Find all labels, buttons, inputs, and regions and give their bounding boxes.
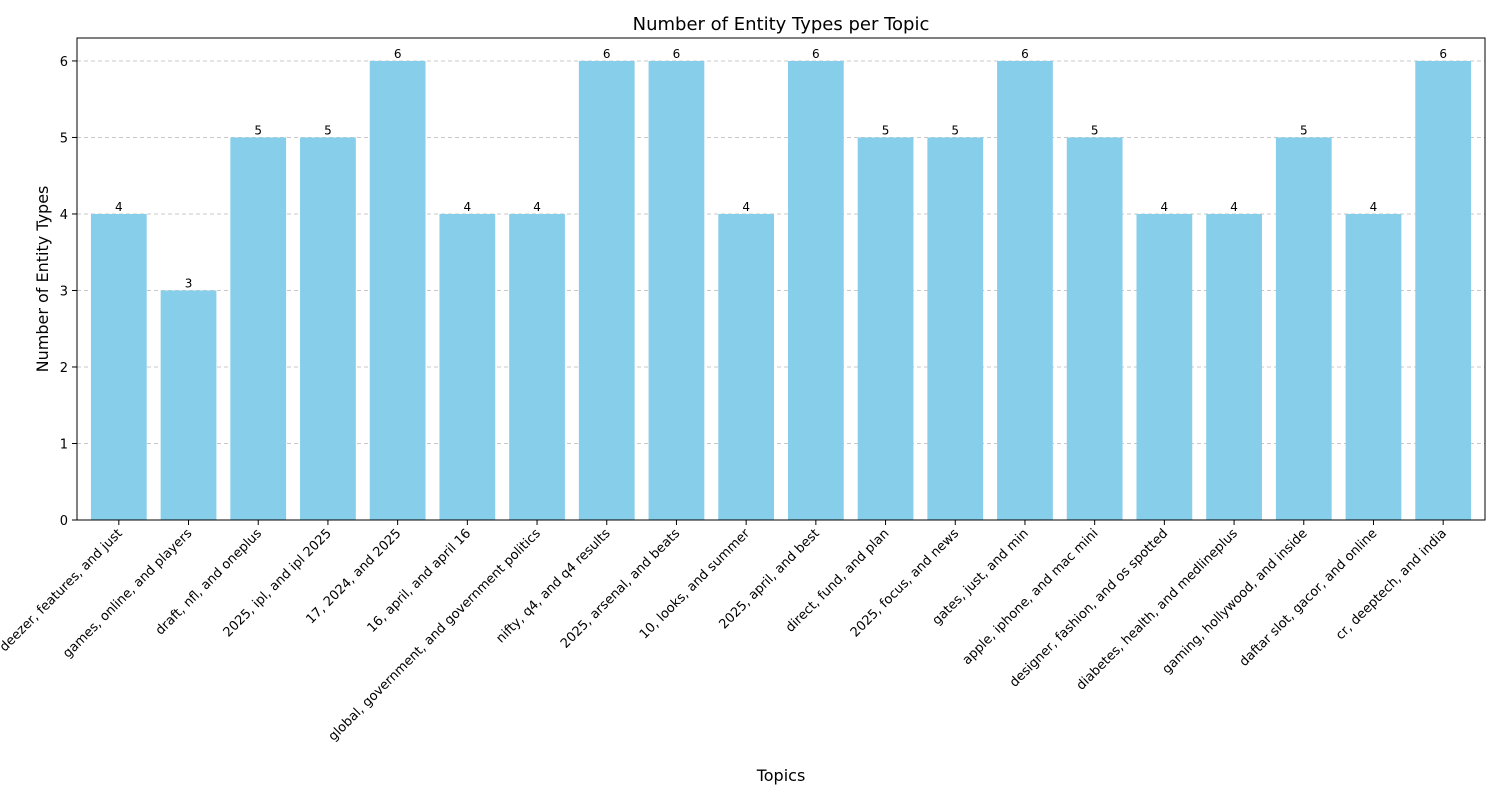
- bar-value-label: 4: [742, 200, 750, 214]
- bar-value-label: 4: [533, 200, 541, 214]
- x-tick-label: games, online, and players: [60, 526, 195, 661]
- bar-value-label: 5: [254, 123, 262, 137]
- chart-title: Number of Entity Types per Topic: [633, 14, 930, 35]
- bar: [369, 60, 426, 520]
- bar-value-label: 5: [951, 123, 959, 137]
- bar-value-label: 4: [1161, 200, 1169, 214]
- y-tick-label: 4: [60, 208, 68, 223]
- y-tick-label: 5: [60, 131, 68, 146]
- bar: [997, 60, 1053, 520]
- bar: [1066, 137, 1123, 520]
- bar: [230, 137, 287, 520]
- bar: [857, 137, 914, 520]
- bar-value-label: 6: [394, 47, 402, 61]
- bar-value-label: 4: [464, 200, 472, 214]
- x-tick-label: deezer, features, and just: [0, 526, 126, 655]
- x-tick-label: gaming, hollywood, and inside: [1160, 526, 1311, 677]
- bar: [1345, 213, 1402, 520]
- data-labels: 4 3 5 5 6 4 4 6 6 4 6 5 5 6 5 4 4 5 4 6: [115, 47, 1447, 291]
- y-axis-ticks: 0 1 2 3 4 5 6: [60, 55, 77, 529]
- bar-value-label: 5: [882, 123, 890, 137]
- plot-frame: [76, 37, 1486, 521]
- bars: [90, 60, 1472, 520]
- y-tick-label: 0: [60, 514, 68, 529]
- bar: [578, 60, 635, 520]
- y-tick-label: 1: [60, 437, 68, 452]
- bar: [718, 213, 775, 520]
- y-axis-label: Number of Entity Types: [33, 186, 52, 373]
- bar-value-label: 4: [1370, 200, 1378, 214]
- bar: [1275, 137, 1332, 520]
- x-tick-label: daftar slot, gacor, and online: [1237, 526, 1381, 670]
- bar-value-label: 5: [1091, 123, 1099, 137]
- x-tick-label: apple, iphone, and mac mini: [960, 526, 1102, 668]
- x-tick-label: 2025, arsenal, and beats: [558, 526, 683, 651]
- y-tick-label: 2: [60, 361, 68, 376]
- bar: [439, 213, 496, 520]
- y-tick-label: 3: [60, 284, 68, 299]
- bar: [1206, 213, 1262, 520]
- bar: [927, 137, 984, 520]
- bar-value-label: 3: [185, 276, 193, 290]
- bar: [1415, 60, 1472, 520]
- bar: [1136, 213, 1193, 520]
- bar-value-label: 6: [673, 47, 681, 61]
- x-tick-label: nifty, q4, and q4 results: [493, 526, 613, 646]
- bar-value-label: 5: [324, 123, 332, 137]
- bar: [509, 213, 565, 520]
- x-axis-label: Topics: [756, 766, 806, 785]
- y-tick-label: 6: [60, 55, 68, 70]
- bar-value-label: 4: [1230, 200, 1238, 214]
- bar-value-label: 6: [1021, 47, 1029, 61]
- bar-value-label: 6: [812, 47, 820, 61]
- x-tick-label: cr, deeptech, and india: [1333, 526, 1450, 643]
- bar-value-label: 4: [115, 200, 123, 214]
- bar: [90, 213, 147, 520]
- bar: [300, 137, 356, 520]
- bar-value-label: 6: [1439, 47, 1447, 61]
- gridlines: [77, 60, 1485, 444]
- bar: [787, 60, 844, 520]
- x-tick-label: designer, fashion, and os spotted: [1007, 526, 1171, 690]
- bar: [648, 60, 705, 520]
- bar-value-label: 6: [603, 47, 611, 61]
- bar-value-label: 5: [1300, 123, 1308, 137]
- bar: [160, 290, 217, 520]
